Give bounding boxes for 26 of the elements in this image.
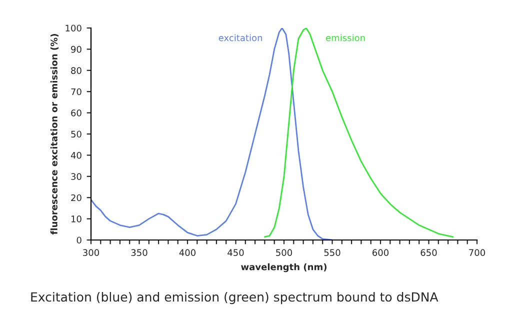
x-tick-label: 500 — [276, 249, 292, 256]
y-tick-label: 40 — [70, 152, 82, 159]
x-tick-label: 600 — [372, 249, 389, 256]
x-tick-label: 400 — [179, 249, 196, 256]
x-tick-label: 550 — [324, 249, 340, 256]
y-tick-label: 20 — [71, 194, 82, 202]
x-tick-label: 300 — [83, 249, 100, 256]
x-axis-title: wavelength (nm) — [241, 263, 326, 272]
y-tick-label: 100 — [66, 24, 82, 32]
x-tick-label: 450 — [228, 249, 244, 256]
y-tick-label: 90 — [71, 46, 82, 53]
x-tick-label: 350 — [131, 249, 148, 256]
y-tick-label: 60 — [71, 110, 82, 116]
y-axis-title: fluorescence excitation or emission (%) — [50, 34, 58, 235]
x-tick-label: 700 — [469, 249, 486, 256]
line-series — [264, 28, 454, 238]
y-tick-label: 0 — [76, 236, 82, 244]
y-tick-label: 70 — [71, 88, 82, 96]
series-label: excitation — [218, 34, 262, 42]
text: Excitation (blue) and emission (green) spectrum bound to dsDNA — [31, 292, 438, 304]
y-tick-label: 50 — [71, 130, 82, 138]
y-tick-label: 10 — [71, 216, 82, 222]
y-tick-label: 30 — [71, 173, 82, 180]
y-tick-label: 80 — [71, 67, 82, 74]
series-label: emission — [326, 34, 365, 42]
x-tick-label: 650 — [420, 249, 437, 256]
